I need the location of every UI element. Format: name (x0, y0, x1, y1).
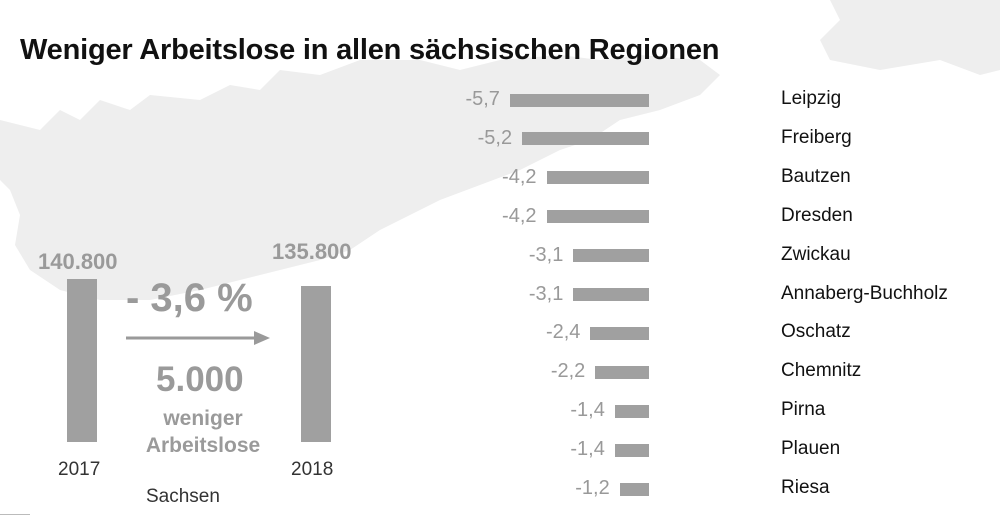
region-value-label: -3,1 (528, 243, 564, 266)
region-bar (619, 482, 649, 496)
arrow-right-icon (126, 331, 270, 345)
bar-2017 (67, 279, 97, 442)
region-name-label: Riesa (781, 477, 830, 498)
region-value-label: -4,2 (502, 204, 537, 227)
region-bar (614, 443, 649, 457)
region-bar (614, 404, 649, 418)
region-value-label: -3,1 (528, 282, 564, 305)
region-bar (522, 132, 649, 146)
region-value-label: -5,7 (465, 88, 500, 110)
region-value-label: -1,4 (570, 438, 605, 461)
value-label-2018: 135.800 (272, 239, 352, 264)
region-name-label: Pirna (781, 399, 826, 421)
region-name-label: Annaberg-Buchholz (781, 282, 948, 304)
change-percent-label: - 3,6 % (126, 276, 253, 320)
region-bar (546, 171, 649, 185)
region-bar (595, 365, 649, 379)
bottom-divider (0, 514, 30, 515)
region-value-label: -2,4 (545, 321, 581, 344)
region-name-label: Plauen (781, 438, 841, 460)
difference-text-line2: Arbeitslose (145, 434, 261, 457)
region-bar (546, 210, 649, 224)
region-name-label: Oschatz (781, 321, 851, 343)
chart-title: Weniger Arbeitslose in allen sächsischen… (20, 34, 720, 66)
region-value-label: -1,2 (575, 477, 610, 499)
region-value-label: -2,2 (550, 360, 586, 383)
region-name-label: Dresden (781, 204, 853, 226)
region-name-label: Leipzig (781, 88, 842, 109)
region-value-label: -5,2 (477, 126, 513, 149)
difference-number: 5.000 (156, 360, 244, 399)
year-label-2017: 2017 (58, 459, 101, 480)
region-bar (573, 249, 649, 263)
region-name-label: Bautzen (781, 165, 851, 187)
bar-2018 (301, 286, 331, 442)
region-value-label: -1,4 (570, 399, 605, 422)
map-shape (0, 0, 1000, 300)
value-label-2017: 140.800 (38, 249, 118, 274)
region-value-label: -4,2 (502, 165, 537, 188)
region-bar (573, 288, 649, 301)
region-name-label: Freiberg (781, 126, 852, 148)
region-bar (590, 326, 649, 340)
region-name-label: Chemnitz (781, 360, 862, 382)
difference-text-line1: weniger (163, 407, 243, 430)
year-label-2018: 2018 (291, 459, 334, 480)
region-bar (509, 93, 649, 107)
region-label-sachsen: Sachsen (146, 486, 220, 507)
region-name-label: Zwickau (781, 243, 851, 265)
